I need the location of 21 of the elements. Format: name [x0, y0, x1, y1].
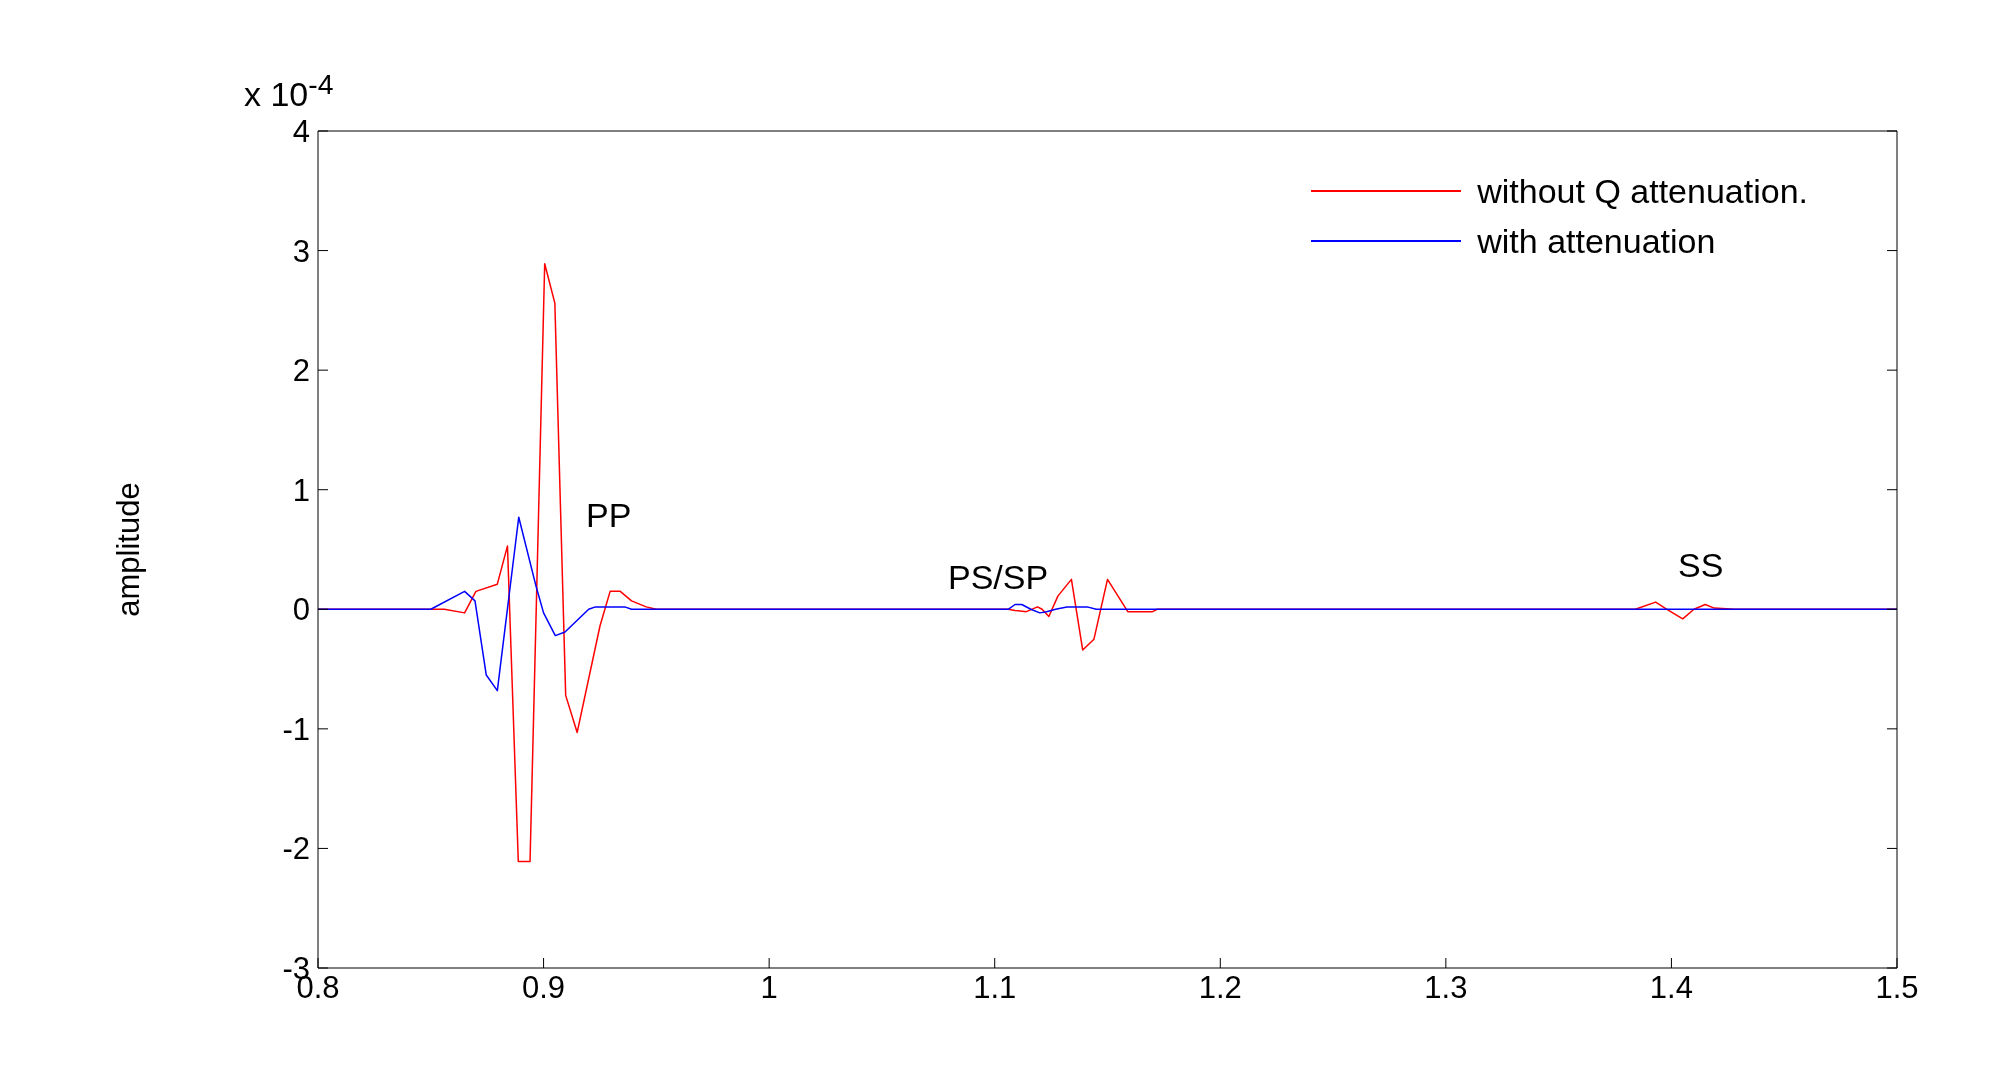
x-tick-label: 1.3	[1424, 970, 1468, 1006]
legend-label: with attenuation	[1477, 221, 1716, 262]
x-tick-label: 1.2	[1198, 970, 1242, 1006]
y-tick-label: -2	[282, 831, 310, 867]
y-tick-label: 4	[292, 114, 310, 150]
x-tick-label: 1.5	[1875, 970, 1919, 1006]
x-tick-label: 1.4	[1649, 970, 1693, 1006]
y-tick-label: 1	[292, 472, 310, 508]
y-tick-label: 2	[292, 353, 310, 389]
y-tick-label: -1	[282, 711, 310, 747]
annotation: PS/SP	[948, 558, 1049, 597]
legend-label: without Q attenuation.	[1477, 171, 1808, 212]
x-tick-label: 1	[760, 970, 778, 1006]
x-tick-label: 1.1	[973, 970, 1017, 1006]
text: x 10$^{-4}$	[244, 68, 334, 115]
y-tick-label: 0	[292, 592, 310, 628]
annotation: PP	[586, 496, 632, 535]
x-tick-label: 0.9	[522, 970, 566, 1006]
annotation: SS	[1678, 546, 1724, 585]
y-axis-title: amplitude	[111, 482, 147, 617]
y-tick-label: 3	[292, 233, 310, 269]
